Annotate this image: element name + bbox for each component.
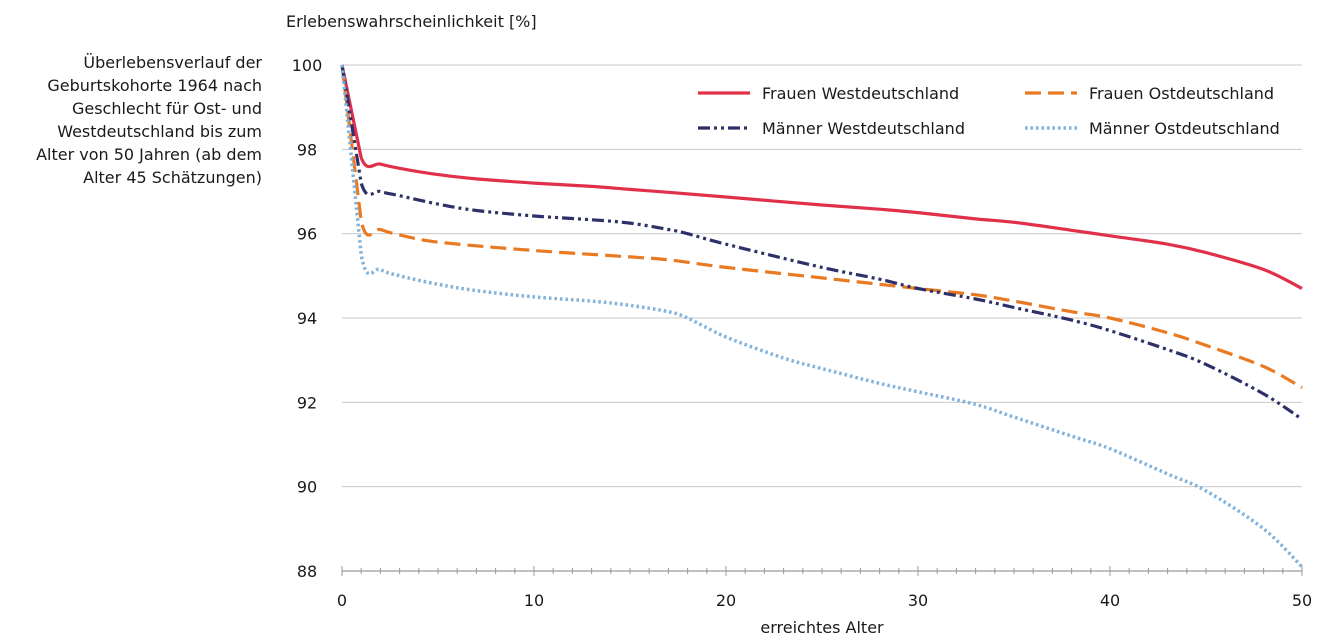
x-tick-label: 10 bbox=[524, 591, 544, 610]
y-tick-label: 100 bbox=[292, 56, 323, 75]
x-tick-label: 0 bbox=[337, 591, 347, 610]
y-tick-label: 88 bbox=[297, 562, 317, 581]
legend-label: Frauen Ostdeutschland bbox=[1089, 84, 1274, 103]
caption-line: Alter 45 Schätzungen) bbox=[83, 168, 262, 187]
series-lines bbox=[340, 64, 1304, 569]
y-tick-label: 90 bbox=[297, 478, 317, 497]
x-tick-label: 30 bbox=[908, 591, 928, 610]
x-tick-label: 20 bbox=[716, 591, 736, 610]
legend-label: Männer Ostdeutschland bbox=[1089, 119, 1280, 138]
x-tick-label: 50 bbox=[1292, 591, 1312, 610]
caption-line: Geschlecht für Ost- und bbox=[71, 99, 262, 118]
legend-label: Männer Westdeutschland bbox=[762, 119, 965, 138]
legend-label: Frauen Westdeutschland bbox=[762, 84, 959, 103]
grid-lines bbox=[342, 64, 1302, 488]
series-line bbox=[340, 64, 1303, 390]
y-tick-label: 92 bbox=[297, 393, 317, 412]
axes: 88 90 92 94 96 98 100 0 10 20 30 40 50 bbox=[292, 56, 1312, 610]
series-line bbox=[340, 64, 1304, 569]
caption-line: Alter von 50 Jahren (ab dem bbox=[36, 145, 262, 164]
y-tick-label: 94 bbox=[297, 309, 317, 328]
series-line bbox=[340, 64, 1303, 421]
legend: Frauen Westdeutschland Frauen Ostdeutschl… bbox=[698, 84, 1280, 138]
x-axis-label: erreichtes Alter bbox=[760, 618, 884, 637]
y-tick-label: 96 bbox=[297, 225, 317, 244]
caption-line: Überlebensverlauf der bbox=[83, 53, 262, 72]
y-axis-label: Erlebenswahrscheinlichkeit [%] bbox=[286, 12, 537, 31]
y-tick-label: 98 bbox=[297, 140, 317, 159]
x-tick-label: 40 bbox=[1100, 591, 1120, 610]
series-line bbox=[340, 64, 1303, 290]
caption-line: Westdeutschland bis zum bbox=[57, 122, 262, 141]
figure-caption: Überlebensverlauf der Geburtskohorte 196… bbox=[0, 51, 262, 189]
caption-line: Geburtskohorte 1964 nach bbox=[47, 76, 262, 95]
